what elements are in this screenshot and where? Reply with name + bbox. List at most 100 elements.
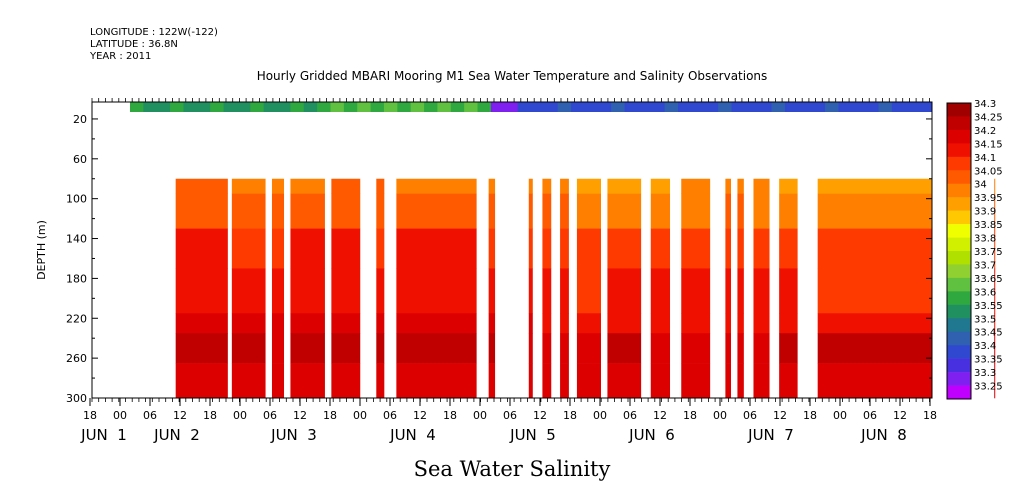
salinity-cell	[290, 193, 325, 229]
surface-salinity-cell	[437, 102, 452, 112]
salinity-cell	[779, 363, 798, 399]
x-tick-label: 12	[653, 409, 667, 422]
x-tick-label: 12	[773, 409, 787, 422]
salinity-cell	[271, 313, 285, 334]
surface-salinity-cell	[624, 102, 639, 112]
salinity-cell	[817, 193, 932, 229]
colorbar-label: 33.55	[974, 301, 1003, 312]
surface-salinity-cell	[223, 102, 238, 112]
plot-area	[91, 98, 996, 402]
colorbar-label: 33.9	[974, 207, 996, 218]
salinity-cell	[488, 313, 496, 334]
surface-salinity-cell	[838, 102, 853, 112]
colorbar-swatch	[947, 183, 971, 198]
salinity-cell	[396, 178, 477, 194]
surface-salinity-cell	[490, 102, 505, 112]
salinity-cell	[737, 268, 744, 314]
location-metadata: LONGITUDE : 122W(-122)LATITUDE : 36.8NYE…	[89, 27, 218, 62]
salinity-cell	[681, 333, 711, 364]
salinity-cell	[779, 333, 798, 364]
surface-salinity-cell	[678, 102, 692, 112]
colorbar-swatch	[947, 116, 971, 131]
salinity-cell	[271, 178, 285, 194]
salinity-cell	[396, 193, 477, 229]
salinity-cell	[817, 313, 932, 334]
x-tick-label: 18	[203, 409, 217, 422]
x-tick-label: 00	[353, 409, 367, 422]
salinity-cell	[725, 193, 732, 229]
colorbar-label: 33.95	[974, 193, 1003, 204]
salinity-cell	[290, 268, 325, 314]
salinity-cell	[994, 313, 996, 334]
salinity-cell	[753, 268, 770, 314]
colorbar-swatch	[947, 129, 971, 144]
colorbar-swatch	[947, 156, 971, 171]
salinity-cell	[271, 363, 285, 399]
surface-salinity-cell	[477, 102, 492, 112]
colorbar-label: 34.05	[974, 166, 1003, 177]
colorbar-label: 33.8	[974, 234, 996, 245]
x-tick-label: 06	[863, 409, 877, 422]
colorbar-label: 33.6	[974, 287, 996, 298]
surface-salinity-cell	[277, 102, 291, 112]
x-day-label: JUN 5	[509, 426, 556, 444]
x-day-label: JUN 2	[153, 426, 200, 444]
colorbar-legend: 34.3 34.25 34.2 34.15 34.1 34.05 34 33.95 33.9 33…	[946, 99, 1003, 400]
colorbar-frame	[946, 102, 972, 400]
x-tick-label: 00	[233, 409, 247, 422]
surface-salinity-cell	[317, 102, 331, 112]
salinity-cell	[607, 333, 642, 364]
salinity-cell	[725, 178, 732, 194]
salinity-cell	[175, 333, 228, 364]
salinity-cell	[542, 193, 552, 229]
x-tick-label: 18	[683, 409, 697, 422]
salinity-cell	[271, 333, 285, 364]
colorbar-swatch	[947, 372, 971, 386]
salinity-cell	[488, 178, 496, 194]
surface-salinity-cell	[130, 102, 144, 112]
salinity-cell	[576, 363, 601, 399]
x-day-label: JUN 4	[389, 426, 436, 444]
salinity-cell	[376, 193, 385, 229]
colorbar-swatch	[947, 264, 971, 279]
x-tick-label: 18	[563, 409, 577, 422]
x-day-label: JUN 6	[628, 426, 675, 444]
surface-salinity-cell	[210, 102, 225, 112]
surface-salinity-cell	[865, 102, 880, 112]
surface-salinity-cell	[531, 102, 545, 112]
salinity-cell	[528, 313, 533, 334]
salinity-cell	[331, 363, 361, 399]
x-tick-label: 18	[923, 409, 937, 422]
salinity-cell	[607, 228, 642, 269]
surface-salinity-cell	[758, 102, 773, 112]
surface-salinity-cell	[544, 102, 559, 112]
x-axis: 18 00 06 12 18 00 06 12 18 00 06 12 18 00 06 12 18 00 06 12…	[80, 398, 937, 444]
chart-title: Hourly Gridded MBARI Mooring M1 Sea Wate…	[257, 69, 768, 83]
x-tick-label: 06	[383, 409, 397, 422]
x-tick-label: 18	[803, 409, 817, 422]
salinity-cell	[331, 333, 361, 364]
salinity-cell	[331, 313, 361, 334]
surface-salinity-cell	[744, 102, 759, 112]
surface-salinity-cell	[611, 102, 626, 112]
salinity-cell	[271, 268, 285, 314]
salinity-cell	[737, 333, 744, 364]
surface-salinity-cell	[637, 102, 652, 112]
surface-salinity-cell	[370, 102, 385, 112]
surface-salinity-cell	[397, 102, 412, 112]
surface-salinity-cell	[263, 102, 278, 112]
x-day-label: JUN 1	[80, 426, 127, 444]
salinity-cell	[576, 193, 601, 229]
salinity-cell	[542, 333, 552, 364]
surface-salinity-cell	[143, 102, 158, 112]
salinity-cell	[231, 268, 266, 314]
salinity-cell	[753, 363, 770, 399]
salinity-cell	[681, 268, 711, 314]
salinity-cell	[376, 363, 385, 399]
colorbar-swatch	[947, 103, 971, 117]
colorbar-swatch	[947, 358, 971, 373]
salinity-cell	[560, 228, 569, 269]
salinity-cell	[737, 178, 744, 194]
salinity-cell	[681, 363, 711, 399]
salinity-cell	[231, 333, 266, 364]
